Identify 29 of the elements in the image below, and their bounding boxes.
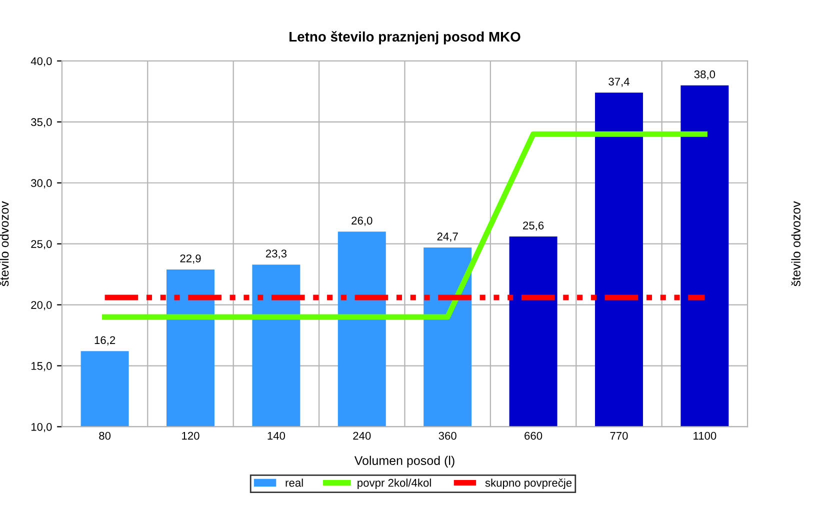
x-tick-label: 360 — [438, 432, 456, 440]
x-tick-label: 120 — [182, 432, 200, 440]
x-tick-label: 770 — [610, 432, 628, 440]
data-label: 16,2 — [94, 336, 116, 346]
data-label: 26,0 — [352, 216, 372, 226]
data-label: 23,3 — [266, 250, 287, 259]
x-tick-label: 140 — [268, 432, 286, 440]
y-tick-label: 40,0 — [30, 57, 52, 66]
data-label: 25,6 — [523, 222, 544, 231]
data-label: 22,9 — [180, 254, 201, 264]
x-tick-label: 660 — [524, 432, 542, 440]
y-tick-label: 20,0 — [31, 301, 52, 310]
x-axis-title: Volumen posod (l) — [354, 456, 454, 468]
x-tick-label: 80 — [99, 432, 111, 440]
y-tick-label: 15,0 — [31, 362, 52, 372]
y-tick-label: 30,0 — [31, 179, 52, 188]
x-tick-label: 240 — [353, 432, 371, 440]
legend-label: povpr 2kol/4kol — [358, 478, 431, 489]
data-label: 24,7 — [437, 232, 458, 242]
y-tick-label: 35,0 — [31, 118, 52, 128]
y-tick-label: 10,0 — [31, 422, 52, 432]
data-label: 38,0 — [694, 70, 716, 80]
chart-title: Letno število praznjenj posod MKO — [290, 31, 520, 44]
legend-label: skupno povprečje — [485, 478, 572, 489]
y2-axis-title: število odvozov — [791, 201, 800, 286]
y-tick-label: 25,0 — [31, 240, 52, 250]
legend-label: real — [286, 478, 303, 487]
x-tick-label: 1100 — [694, 432, 716, 440]
data-label: 37,4 — [608, 78, 630, 87]
